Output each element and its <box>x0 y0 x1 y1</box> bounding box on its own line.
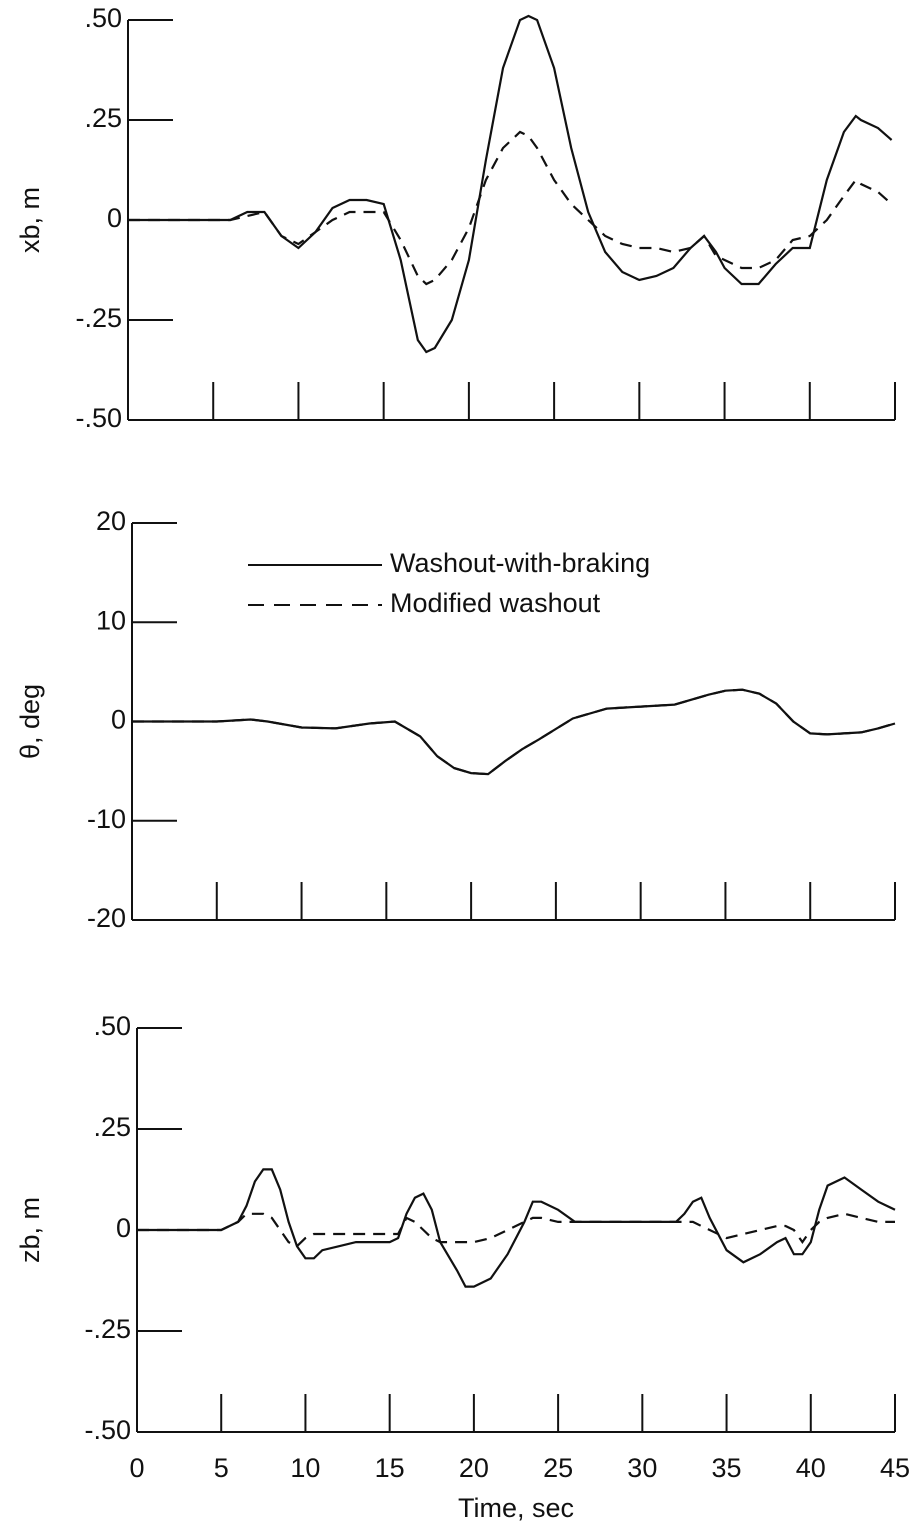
y-tick-label: 0 <box>116 1213 131 1243</box>
x-tick-label: 5 <box>214 1453 229 1483</box>
x-tick-label: 25 <box>543 1453 573 1483</box>
x-axis-label: Time, sec <box>458 1493 574 1523</box>
x-tick-label: 20 <box>459 1453 489 1483</box>
y-tick-label: .25 <box>84 103 122 133</box>
y-tick-label: 20 <box>96 506 126 536</box>
y-axis-label: xb, m <box>15 187 45 253</box>
y-tick-label: 0 <box>111 705 126 735</box>
legend-label: Modified washout <box>390 588 601 618</box>
x-tick-label: 10 <box>290 1453 320 1483</box>
x-tick-label: 45 <box>880 1453 910 1483</box>
y-tick-label: 0 <box>107 203 122 233</box>
x-tick-label: 40 <box>796 1453 826 1483</box>
series-line <box>132 688 896 776</box>
y-tick-label: -20 <box>87 903 126 933</box>
x-tick-label: 30 <box>627 1453 657 1483</box>
y-tick-label: -.25 <box>75 303 122 333</box>
x-tick-label: 15 <box>375 1453 405 1483</box>
x-tick-label: 0 <box>129 1453 144 1483</box>
y-tick-label: 10 <box>96 605 126 635</box>
y-tick-label: .25 <box>93 1112 131 1142</box>
y-tick-label: .50 <box>84 3 122 33</box>
series-line <box>128 130 893 286</box>
y-tick-label: -.25 <box>84 1314 131 1344</box>
series-line <box>137 1212 895 1248</box>
y-axis-label: zb, m <box>15 1197 45 1263</box>
y-tick-label: .50 <box>93 1011 131 1041</box>
y-tick-label: -.50 <box>84 1415 131 1445</box>
series-line <box>137 1168 896 1288</box>
legend-label: Washout-with-braking <box>390 548 650 578</box>
series-line <box>128 14 893 354</box>
x-tick-label: 35 <box>712 1453 742 1483</box>
y-tick-label: -10 <box>87 804 126 834</box>
series-line <box>132 688 896 776</box>
y-tick-label: -.50 <box>75 403 122 433</box>
y-axis-label: θ, deg <box>15 684 45 759</box>
